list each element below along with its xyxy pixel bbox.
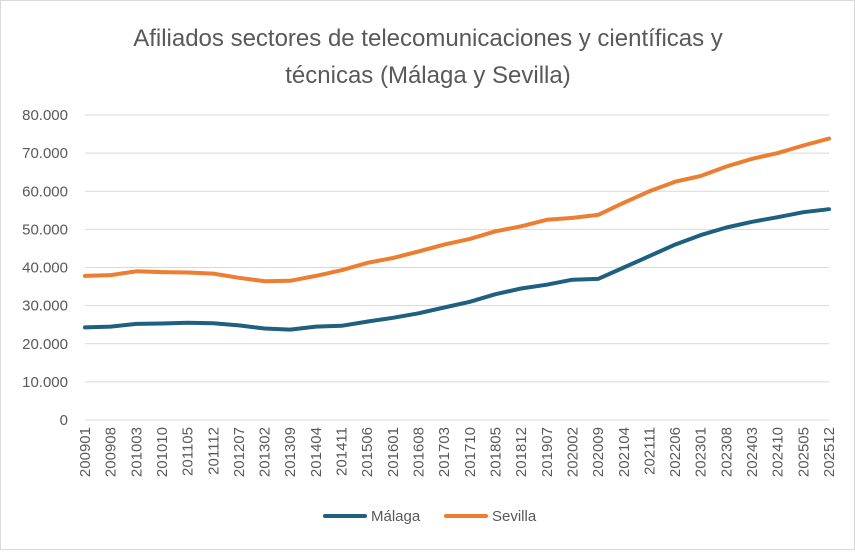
chart-title-line-2: técnicas (Málaga y Sevilla) <box>285 62 570 89</box>
legend-label: Sevilla <box>492 508 537 525</box>
y-axis-tick-labels: 0 10.000 20.000 30.000 40.000 50.000 60.000 70.… <box>22 107 68 429</box>
x-tick-label: 201411 <box>334 427 351 476</box>
x-tick-label: 202512 <box>821 427 838 477</box>
x-tick-label: 202009 <box>590 427 607 477</box>
x-tick-label: 201207 <box>231 427 248 477</box>
x-tick-label: 201302 <box>257 427 274 477</box>
x-tick-label: 201112 <box>205 427 222 475</box>
legend-label: Málaga <box>371 508 421 525</box>
x-axis-tick-labels: 200901 200908 201003 201010 201105 201112 2012… <box>77 427 838 477</box>
legend: Málaga Sevilla <box>323 508 537 525</box>
y-tick-label: 60.000 <box>22 183 68 200</box>
x-tick-label: 201608 <box>411 427 428 477</box>
x-tick-label: 201003 <box>128 427 145 477</box>
x-tick-label: 202206 <box>667 427 684 477</box>
series-line-malaga <box>83 207 831 332</box>
gridlines <box>85 114 829 421</box>
y-tick-label: 20.000 <box>22 336 68 353</box>
x-tick-label: 202002 <box>564 427 581 477</box>
x-tick-label: 200901 <box>77 427 94 477</box>
x-tick-label: 201703 <box>436 427 453 477</box>
y-tick-label: 70.000 <box>22 145 68 162</box>
x-tick-label: 201601 <box>385 427 402 477</box>
x-tick-label: 201105 <box>180 427 197 476</box>
y-tick-label: 50.000 <box>22 221 68 238</box>
y-tick-label: 80.000 <box>22 107 68 124</box>
x-tick-label: 201805 <box>487 427 504 477</box>
y-tick-label: 30.000 <box>22 298 68 315</box>
chart-title-line-1: Afiliados sectores de telecomunicaciones… <box>133 25 723 52</box>
x-tick-label: 202104 <box>616 427 633 477</box>
series-lines <box>83 136 831 332</box>
x-tick-label: 201812 <box>513 427 530 477</box>
x-tick-label: 202301 <box>693 427 710 477</box>
y-tick-label: 40.000 <box>22 260 68 277</box>
x-tick-label: 202308 <box>718 427 735 477</box>
x-tick-label: 202410 <box>770 427 787 477</box>
y-tick-label: 0 <box>60 412 68 429</box>
x-tick-label: 201404 <box>308 427 325 477</box>
x-tick-label: 201506 <box>359 427 376 477</box>
x-tick-label: 202111 <box>641 427 658 475</box>
x-tick-label: 201710 <box>462 427 479 477</box>
y-tick-label: 10.000 <box>22 374 68 391</box>
x-tick-label: 201309 <box>282 427 299 477</box>
x-tick-label: 202403 <box>744 427 761 477</box>
x-tick-label: 200908 <box>103 427 120 477</box>
x-tick-label: 202505 <box>795 427 812 477</box>
x-tick-label: 201907 <box>539 427 556 477</box>
chart-title: Afiliados sectores de telecomunicaciones… <box>133 25 723 89</box>
series-line-sevilla <box>83 136 831 284</box>
x-tick-label: 201010 <box>154 427 171 477</box>
